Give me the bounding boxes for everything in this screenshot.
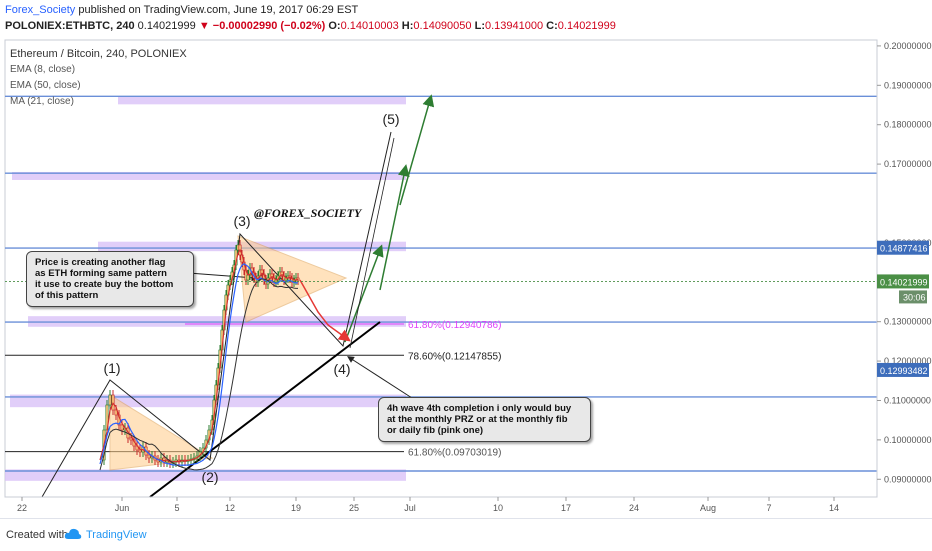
y-tick-label: 0.18000000 bbox=[884, 120, 932, 130]
candle-body bbox=[120, 424, 124, 431]
author-link[interactable]: Forex_Society bbox=[5, 4, 76, 16]
open-label: O: bbox=[328, 20, 341, 32]
ma21-line bbox=[99, 263, 298, 466]
x-tick-label: 24 bbox=[629, 503, 639, 513]
price-badge-top-bg bbox=[877, 240, 929, 255]
note-flag-line: of this pattern bbox=[35, 290, 99, 301]
x-tick-label: 10 bbox=[493, 503, 503, 513]
ema8-line bbox=[99, 248, 299, 463]
x-tick-label: 12 bbox=[225, 503, 235, 513]
wave-label: (5) bbox=[382, 111, 399, 127]
price-badge-bottom-bg bbox=[877, 362, 929, 377]
high-label: H: bbox=[401, 20, 414, 32]
wave-label: (3) bbox=[233, 213, 250, 229]
note-flag-line: Price is creating another flag bbox=[35, 257, 166, 268]
wave-label: (2) bbox=[201, 469, 218, 485]
zone-band bbox=[5, 469, 406, 481]
x-tick-label: Aug bbox=[700, 503, 716, 513]
close-value: 0.14021999 bbox=[557, 20, 616, 32]
legend-ma21[interactable]: MA (21, close) bbox=[10, 96, 74, 107]
price-change: ▼ −0.00002990 (−0.02%) bbox=[198, 20, 326, 32]
note-wave4-line: at the monthly PRZ or at the monthly fib bbox=[387, 414, 568, 425]
low-label: L: bbox=[474, 20, 485, 32]
x-tick-label: Jun bbox=[115, 503, 130, 513]
author-watermark: @FOREX_SOCIETY bbox=[254, 206, 363, 220]
candle-body bbox=[108, 394, 112, 406]
fib-786-label: 78.60%(0.12147855) bbox=[408, 351, 501, 362]
green-arrow-2 bbox=[379, 164, 410, 291]
legend-title: Ethereum / Bitcoin, 240, POLONIEX bbox=[10, 48, 187, 60]
note-wave4[interactable]: 4h wave 4th completion i only would buy … bbox=[378, 397, 591, 442]
elliott-wave-path bbox=[41, 131, 392, 498]
chart-header: Forex_Society published on TradingView.c… bbox=[0, 0, 932, 40]
candle-body bbox=[138, 449, 142, 453]
x-tick-label: 7 bbox=[766, 503, 771, 513]
x-tick-label: Jul bbox=[404, 503, 416, 513]
note-wave4-line: or daily fib (pink one) bbox=[387, 425, 484, 436]
note-flag-line: it use to create buy the bottom bbox=[35, 279, 174, 290]
x-tick-label: 25 bbox=[349, 503, 359, 513]
close-label: C: bbox=[546, 20, 558, 32]
wave-label: (1) bbox=[103, 360, 120, 376]
y-tick-label: 0.09000000 bbox=[884, 474, 932, 484]
y-tick-label: 0.17000000 bbox=[884, 159, 932, 169]
ema50-line bbox=[99, 278, 298, 471]
red-arrow-down bbox=[299, 279, 351, 342]
last-price: 0.14021999 bbox=[137, 20, 196, 32]
price-badge-current: 0.14021999 bbox=[880, 277, 928, 287]
green-arrow-1 bbox=[344, 244, 384, 343]
y-tick-label: 0.13000000 bbox=[884, 317, 932, 327]
y-tick-label: 0.20000000 bbox=[884, 41, 932, 51]
note-pointer-2 bbox=[347, 356, 413, 399]
publish-line: Forex_Society published on TradingView.c… bbox=[5, 4, 358, 16]
x-tick-label: 17 bbox=[561, 503, 571, 513]
y-tick-label: 0.12000000 bbox=[884, 356, 932, 366]
note-flag-pattern[interactable]: Price is creating another flag as ETH fo… bbox=[26, 251, 194, 307]
zone-band bbox=[118, 96, 406, 105]
published-text: published on TradingView.com, June 19, 2… bbox=[78, 4, 359, 16]
low-value: 0.13941000 bbox=[484, 20, 544, 32]
price-badge-top: 0.14877416 bbox=[880, 244, 928, 254]
wave5-projection-line bbox=[349, 137, 395, 349]
x-tick-label: 5 bbox=[174, 503, 179, 513]
fib-618-lower-label: 61.80%(0.09703019) bbox=[408, 448, 501, 459]
symbol-label: POLONIEX:ETHBTC, 240 bbox=[5, 20, 135, 32]
x-tick-label: 14 bbox=[829, 503, 839, 513]
trend-support-line bbox=[149, 321, 381, 498]
y-tick-label: 0.10000000 bbox=[884, 435, 932, 445]
fib-618-upper-label: 61.80%(0.12940786) bbox=[408, 320, 501, 331]
created-with-label: Created with bbox=[6, 529, 68, 541]
open-value: 0.14010003 bbox=[340, 20, 399, 32]
x-tick-label: 19 bbox=[291, 503, 301, 513]
legend-ema8[interactable]: EMA (8, close) bbox=[10, 64, 76, 75]
ohlc-line: POLONIEX:ETHBTC, 240 0.14021999 ▼ −0.000… bbox=[5, 20, 616, 32]
green-arrow-3 bbox=[399, 94, 435, 206]
price-badge-current-bg bbox=[877, 274, 929, 289]
candle-body bbox=[296, 277, 300, 281]
y-tick-label: 0.19000000 bbox=[884, 80, 932, 90]
x-tick-label: 22 bbox=[17, 503, 27, 513]
tradingview-brand[interactable]: TradingView bbox=[86, 529, 147, 541]
candle-body bbox=[246, 274, 250, 281]
y-tick-label: 0.11000000 bbox=[884, 395, 931, 405]
timer-badge-bg bbox=[899, 290, 927, 304]
legend-ema50[interactable]: EMA (50, close) bbox=[10, 80, 81, 91]
wave-label: (4) bbox=[333, 361, 350, 377]
note-wave4-line: 4h wave 4th completion i only would buy bbox=[387, 403, 572, 414]
timer-badge: 30:06 bbox=[903, 292, 926, 302]
price-badge-bottom: 0.12993482 bbox=[880, 366, 928, 376]
note-flag-line: as ETH forming same pattern bbox=[35, 268, 167, 279]
zone-band bbox=[12, 171, 406, 180]
footer: Created with TradingView bbox=[0, 518, 932, 551]
tradingview-cloud-icon bbox=[64, 528, 82, 539]
high-value: 0.14090050 bbox=[413, 20, 472, 32]
candle-body bbox=[147, 454, 151, 459]
